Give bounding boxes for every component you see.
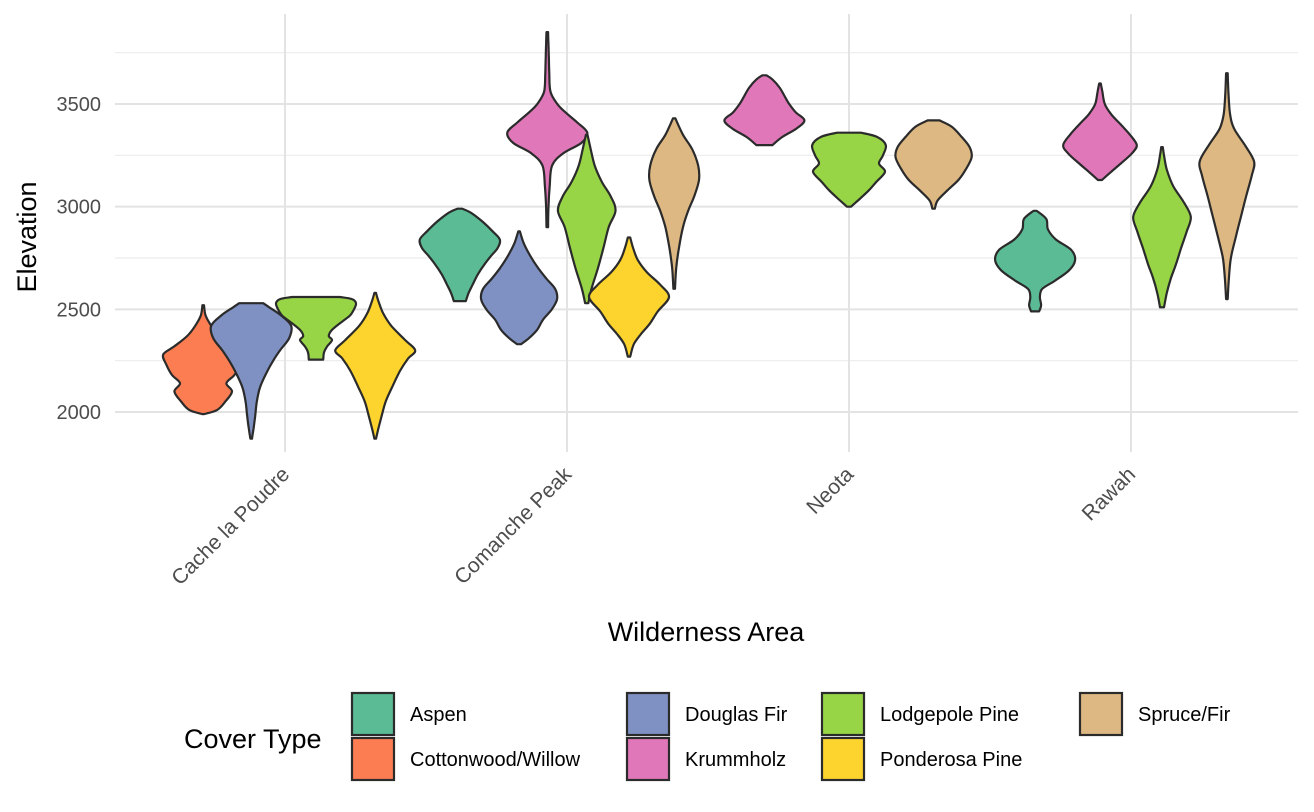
legend-key-krummholz: [625, 736, 671, 782]
y-tick-label: 3000: [57, 197, 102, 219]
violin-comanche-peak-ponderosa-pine: [587, 236, 671, 358]
x-tick-label: Neota: [802, 463, 858, 519]
x-axis-title: Wilderness Area: [608, 617, 806, 647]
violin-comanche-peak-aspen: [418, 207, 502, 303]
violin-neota-spruce-fir: [894, 119, 973, 210]
x-tick-label: Cache la Poudre: [167, 463, 294, 590]
legend-label-aspen: Aspen: [410, 704, 467, 726]
y-tick-label: 2000: [57, 402, 102, 424]
x-axis-ticks: Cache la Poudre Comanche Peak Neota Rawah: [167, 463, 1140, 590]
violin-comanche-peak-lodgepole-pine: [556, 133, 617, 305]
legend-label-douglas-fir: Douglas Fir: [685, 704, 788, 726]
legend-key-cottonwood-willow: [350, 736, 396, 782]
legend-label-ponderosa-pine: Ponderosa Pine: [880, 749, 1022, 771]
y-axis-ticks: 2000 2500 3000 3500: [57, 94, 102, 424]
violin-cache-la-poudre-lodgepole-pine: [274, 295, 358, 361]
y-tick-label: 3500: [57, 94, 102, 116]
violin-neota-krummholz: [723, 74, 806, 147]
legend-key-douglas-fir: [625, 691, 671, 737]
x-tick-label: Comanche Peak: [450, 463, 576, 589]
legend-label-lodgepole-pine: Lodgepole Pine: [880, 704, 1019, 726]
legend-label-cottonwood-willow: Cottonwood/Willow: [410, 749, 581, 771]
violin-rawah-krummholz: [1062, 82, 1138, 182]
violin-rawah-lodgepole-pine: [1132, 146, 1192, 309]
violin-cache-la-poudre-douglas-fir: [209, 302, 293, 440]
y-tick-label: 2500: [57, 299, 102, 321]
violin-marks: [161, 31, 1256, 440]
legend-label-spruce-fir: Spruce/Fir: [1138, 704, 1231, 726]
violin-comanche-peak-spruce-fir: [647, 117, 701, 290]
legend-label-krummholz: Krummholz: [685, 749, 786, 771]
violin-neota-lodgepole-pine: [810, 131, 888, 208]
legend-key-ponderosa-pine: [820, 736, 866, 782]
legend-key-aspen: [350, 691, 396, 737]
violin-cache-la-poudre-ponderosa-pine: [334, 291, 417, 440]
violin-comanche-peak-krummholz: [506, 31, 589, 229]
legend-key-spruce-fir: [1078, 691, 1124, 737]
legend-title: Cover Type: [184, 724, 322, 754]
y-axis-title: Elevation: [12, 181, 42, 292]
legend: Cover Type Aspen Cottonwood/Willow Douglas…: [184, 691, 1231, 782]
violin-rawah-spruce-fir: [1198, 72, 1256, 301]
legend-key-lodgepole-pine: [820, 691, 866, 737]
grid-lines: [115, 14, 1298, 452]
violin-cache-la-poudre-cottonwood-willow: [161, 304, 245, 416]
violin-comanche-peak-douglas-fir: [479, 230, 559, 346]
x-tick-label: Rawah: [1078, 463, 1140, 525]
violin-rawah-aspen: [993, 209, 1077, 313]
